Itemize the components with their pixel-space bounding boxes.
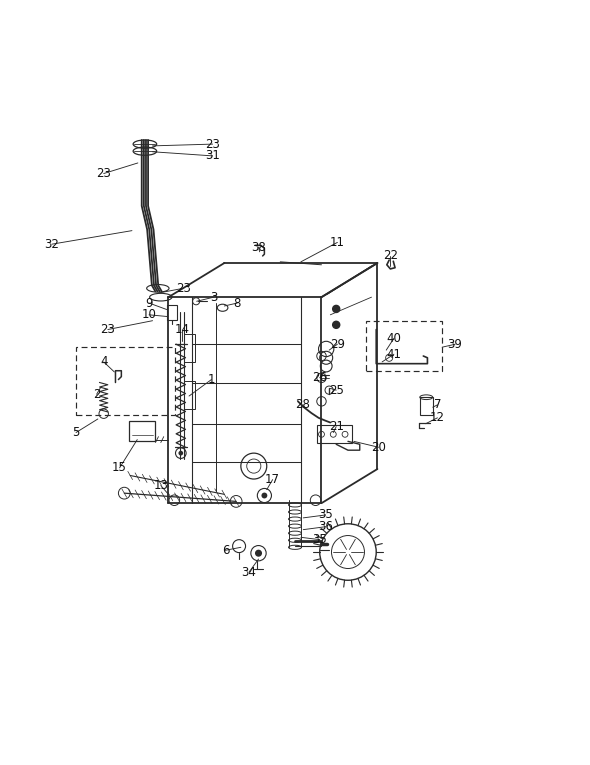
Text: 3: 3	[210, 291, 218, 304]
Text: 34: 34	[242, 565, 257, 578]
Text: 28: 28	[294, 399, 310, 412]
Text: 38: 38	[251, 241, 266, 254]
Circle shape	[255, 550, 262, 557]
Text: 12: 12	[430, 412, 445, 425]
Text: 9: 9	[145, 297, 153, 310]
Text: 20: 20	[371, 441, 386, 454]
Text: 41: 41	[386, 348, 401, 361]
Text: 8: 8	[234, 297, 241, 310]
Text: 31: 31	[205, 149, 220, 162]
Text: 5: 5	[73, 426, 80, 439]
Text: 4: 4	[100, 356, 107, 369]
Text: 25: 25	[329, 384, 343, 396]
Circle shape	[178, 451, 183, 455]
Text: 23: 23	[205, 138, 220, 151]
Text: 21: 21	[329, 420, 344, 433]
Text: 6: 6	[222, 544, 230, 557]
Text: 23: 23	[100, 323, 115, 336]
Bar	[420, 397, 432, 415]
Text: 17: 17	[265, 473, 280, 486]
Text: 36: 36	[318, 520, 333, 533]
Text: 23: 23	[96, 167, 111, 180]
Bar	[129, 421, 156, 441]
Text: 11: 11	[330, 236, 345, 249]
Bar	[184, 334, 195, 362]
Bar	[366, 321, 442, 371]
Text: 35: 35	[318, 509, 333, 522]
Bar	[76, 347, 175, 415]
Text: 39: 39	[448, 337, 463, 350]
Bar	[168, 304, 176, 320]
Text: 15: 15	[112, 461, 127, 474]
Text: 35: 35	[312, 533, 327, 546]
Text: 29: 29	[330, 337, 345, 350]
Text: 26: 26	[312, 371, 327, 384]
Text: 23: 23	[176, 282, 191, 295]
Text: 2: 2	[93, 388, 100, 401]
Text: 40: 40	[386, 332, 401, 345]
Circle shape	[333, 305, 340, 312]
Bar	[317, 425, 352, 442]
Text: 32: 32	[44, 238, 60, 251]
Text: 14: 14	[175, 323, 189, 336]
Text: 1: 1	[208, 373, 215, 386]
Text: 7: 7	[434, 399, 441, 412]
Circle shape	[333, 321, 340, 328]
Text: 13: 13	[153, 479, 168, 492]
Text: 22: 22	[383, 249, 398, 262]
Text: 10: 10	[142, 308, 156, 321]
Bar	[184, 381, 195, 409]
Circle shape	[261, 493, 267, 499]
